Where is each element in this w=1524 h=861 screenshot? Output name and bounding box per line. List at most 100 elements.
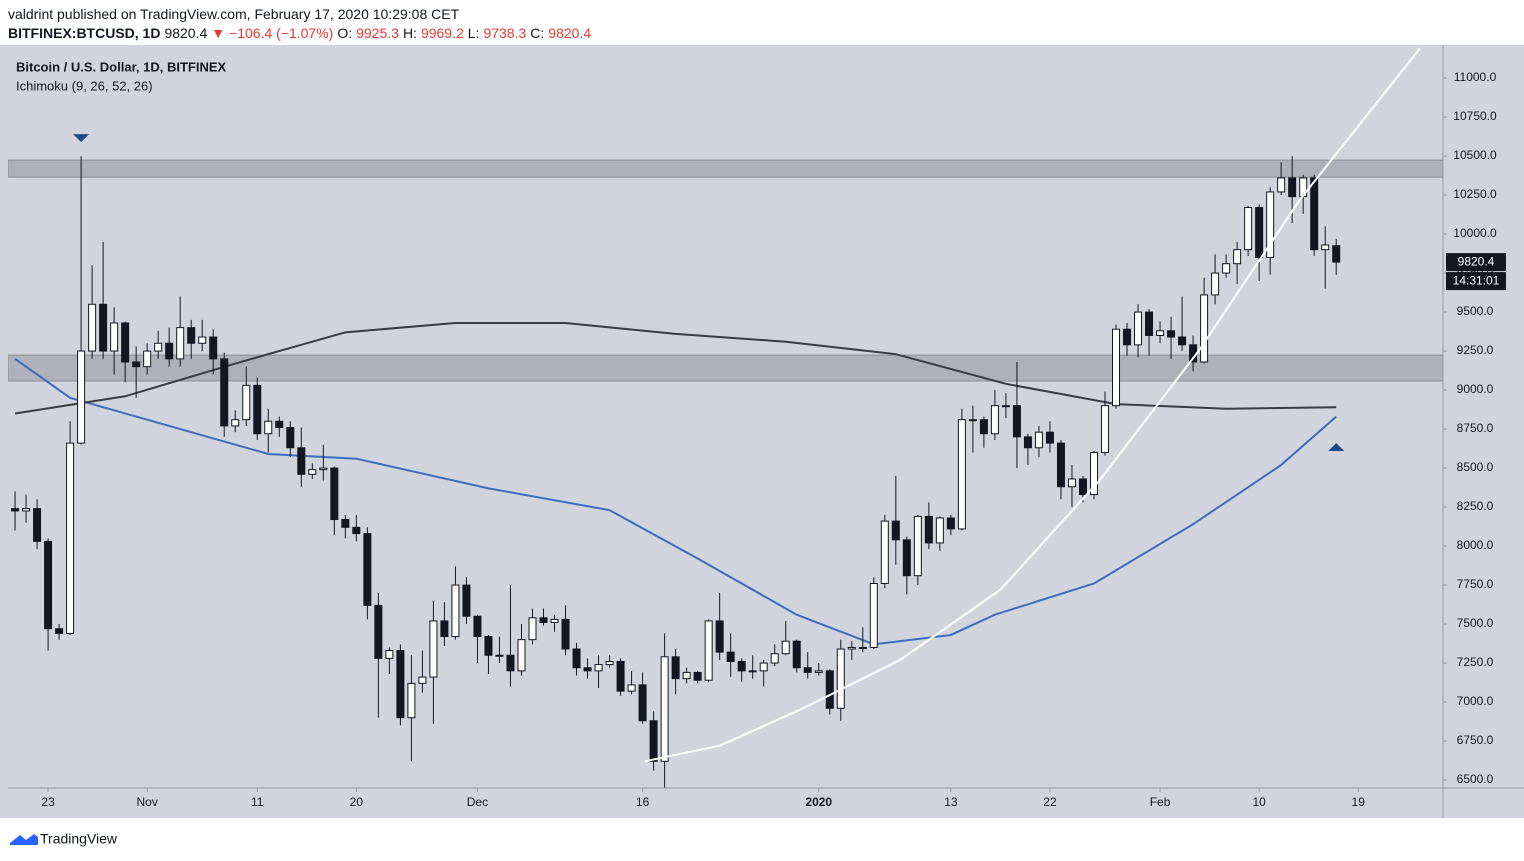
- candle-body: [528, 617, 537, 641]
- candle-body: [1178, 336, 1187, 346]
- candle-body: [22, 508, 31, 512]
- candle-body: [11, 508, 20, 512]
- indicator-line: [644, 47, 1421, 763]
- candle-body: [220, 358, 229, 427]
- candle-body: [1078, 478, 1087, 496]
- candle-body: [836, 648, 845, 709]
- candle-body: [748, 670, 757, 673]
- candle-body: [869, 582, 878, 648]
- candle-body: [121, 322, 130, 363]
- candle-body: [638, 684, 647, 722]
- chart-title: Bitcoin / U.S. Dollar, 1D, BITFINEX: [16, 59, 227, 74]
- candle-body: [484, 636, 493, 656]
- candle-body: [176, 327, 185, 360]
- candle-body: [1244, 207, 1253, 251]
- candle-body: [1321, 244, 1330, 251]
- candle-body: [33, 508, 42, 542]
- y-tick-label: 11000.0: [1454, 70, 1497, 84]
- candle-body: [781, 640, 790, 655]
- y-tick-label: 8750.0: [1457, 421, 1494, 435]
- candle-body: [517, 639, 526, 672]
- candle-body: [1145, 311, 1154, 336]
- candle-body: [1167, 330, 1176, 338]
- candle-body: [165, 342, 174, 360]
- y-tick-label: 9000.0: [1457, 382, 1494, 396]
- x-tick-label: 10: [1252, 795, 1266, 809]
- candle-body: [539, 617, 548, 623]
- candle-body: [1233, 249, 1242, 265]
- candle-body: [198, 336, 207, 344]
- candle-body: [187, 327, 196, 344]
- candle-body: [605, 660, 614, 666]
- candle-body: [792, 640, 801, 669]
- candle-body: [286, 426, 295, 449]
- x-tick-label: 2020: [805, 795, 832, 809]
- symbol: BITFINEX:BTCUSD, 1D: [8, 25, 161, 41]
- candle-body: [264, 420, 273, 435]
- y-tick-label: 10500.0: [1453, 148, 1497, 162]
- candle-body: [594, 664, 603, 672]
- low-label: L:: [467, 25, 480, 41]
- candle-body: [396, 650, 405, 719]
- price-label-box: [1446, 253, 1506, 272]
- candle-body: [308, 469, 317, 475]
- x-tick-label: 16: [636, 795, 650, 809]
- countdown: 14:31:01: [1453, 273, 1500, 287]
- candle-body: [1134, 311, 1143, 346]
- x-tick-label: Dec: [467, 795, 488, 809]
- candle-body: [66, 442, 75, 634]
- y-tick-label: 7750.0: [1457, 577, 1494, 591]
- candle-body: [1001, 405, 1010, 408]
- y-tick-label: 10750.0: [1453, 109, 1497, 123]
- published: valdrint published on TradingView.com, F…: [8, 6, 460, 22]
- y-tick-label: 6500.0: [1457, 772, 1494, 786]
- x-tick-label: 11: [251, 795, 264, 809]
- candle-body: [297, 447, 306, 475]
- x-tick-label: Feb: [1150, 795, 1171, 809]
- candle-body: [99, 303, 108, 352]
- marker: [1328, 442, 1345, 451]
- candle-body: [1211, 272, 1220, 296]
- candle-body: [1089, 451, 1098, 496]
- candle-body: [506, 654, 515, 672]
- candle-body: [341, 519, 350, 528]
- candle-body: [473, 615, 482, 638]
- candle-body: [462, 584, 471, 617]
- candle-body: [803, 667, 812, 673]
- candle-body: [1310, 177, 1319, 251]
- candle-body: [1123, 328, 1132, 346]
- high-value: 9969.2: [420, 25, 464, 41]
- candle-body: [759, 662, 768, 672]
- candle-body: [1101, 405, 1110, 453]
- candle-body: [583, 667, 592, 672]
- candle-body: [1112, 328, 1121, 407]
- candle-body: [1266, 191, 1275, 258]
- x-tick-label: 20: [350, 795, 364, 809]
- candle-body: [946, 517, 955, 530]
- x-tick-label: 13: [944, 795, 958, 809]
- candle-body: [627, 684, 636, 692]
- candle-body: [374, 604, 383, 659]
- y-tick-label: 10250.0: [1453, 187, 1497, 201]
- candle-body: [1156, 330, 1165, 336]
- candle-body: [1200, 294, 1209, 363]
- y-tick-label: 7000.0: [1457, 694, 1494, 708]
- x-tick-label: 22: [1043, 795, 1057, 809]
- y-tick-label: 7500.0: [1457, 616, 1494, 630]
- candle-body: [1067, 478, 1076, 488]
- x-tick-label: 19: [1352, 795, 1366, 809]
- candle-body: [1023, 436, 1032, 449]
- candle-body: [330, 467, 339, 521]
- plot: [8, 47, 1443, 788]
- candle-body: [913, 515, 922, 577]
- candle-body: [1056, 442, 1065, 488]
- candle-body: [880, 520, 889, 584]
- y-tick-label: 8250.0: [1457, 499, 1494, 513]
- indicator-label: Ichimoku (9, 26, 52, 26): [16, 78, 153, 93]
- low-value: 9738.3: [483, 25, 527, 41]
- y-tick-label: 10000.0: [1453, 226, 1497, 240]
- y-tick-label: 6750.0: [1457, 733, 1494, 747]
- high-label: H:: [402, 25, 417, 41]
